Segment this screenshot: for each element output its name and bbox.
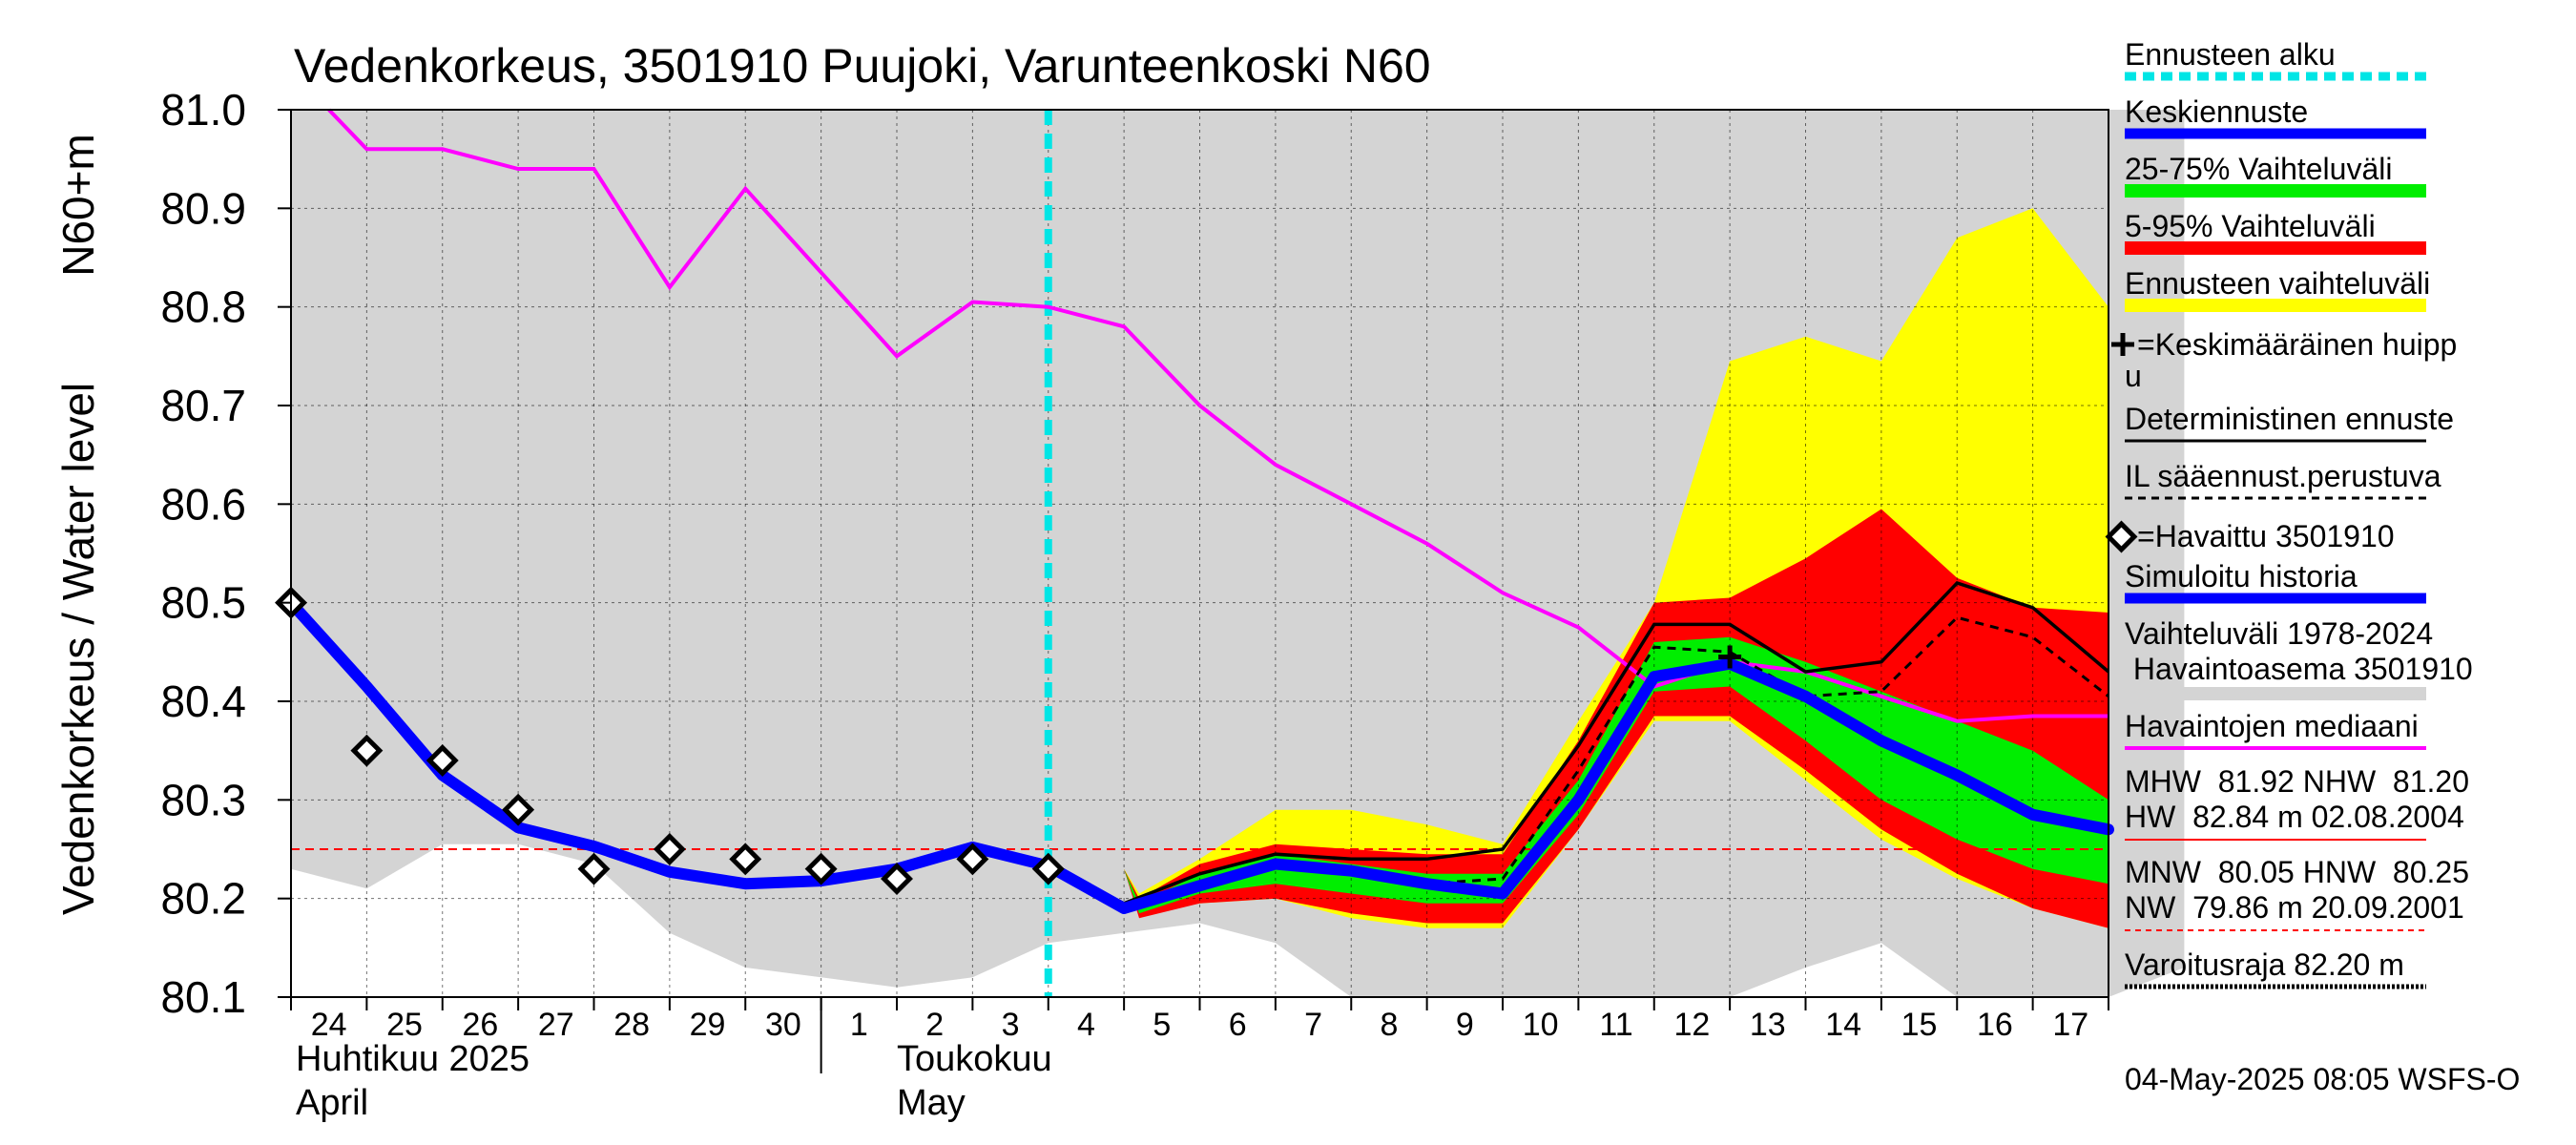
history-range-band [291,110,2185,997]
x-tick-label: 6 [1229,1007,1247,1043]
observed-marker [350,734,384,767]
grid-lines [291,110,2109,997]
observed-marker [653,833,686,865]
y-tick-label: 80.1 [160,972,246,1022]
x-tick-label: 4 [1077,1007,1095,1043]
legend-range-5-95: 5-95% Vaihteluväli [2125,209,2376,243]
month-label-april-en: April [296,1083,368,1123]
y-tick-label: 80.6 [160,479,246,529]
legend-nw-line: NW 79.86 m 20.09.2001 [2125,890,2464,925]
y-tick-label: 80.4 [160,677,246,726]
x-tick-label: 16 [1977,1007,2013,1043]
y-tick-label: 80.2 [160,874,246,924]
x-tick-label: 26 [463,1007,499,1043]
observed-marker [956,843,989,876]
legend-mean-peak: =Keskimääräinen huipp [2137,327,2457,362]
series-lines [285,108,2114,997]
chart-title: Vedenkorkeus, 3501910 Puujoki, Varunteen… [294,39,1431,93]
x-tick-label: 1 [850,1007,868,1043]
month-label-may-fi: Toukokuu [897,1039,1052,1079]
y-axis-ticks: 80.1 80.2 80.3 80.4 80.5 80.6 80.7 80.8 80.9 81.0 [160,85,291,1022]
x-tick-label: 25 [386,1007,423,1043]
x-tick-label: 12 [1674,1007,1711,1043]
legend-hw-line: HW 82.84 m 02.08.2004 [2125,800,2464,834]
legend-mhw-line: MHW 81.92 NHW 81.20 [2125,764,2469,799]
observed-marker [426,744,459,777]
observed-marker [502,793,535,826]
x-tick-label: 30 [765,1007,801,1043]
x-tick-label: 29 [690,1007,726,1043]
observed-marker [577,852,611,885]
y-tick-label: 80.8 [160,282,246,332]
x-tick-label: 17 [2052,1007,2088,1043]
series-mean-forecast [285,596,2114,914]
legend-range-history-2: Havaintoasema 3501910 [2125,652,2473,686]
timestamp: 04-May-2025 08:05 WSFS-O [2125,1062,2520,1096]
legend-il-based: IL sääennust.perustuva [2125,459,2441,493]
x-axis-ticks: 24 25 26 27 28 29 30 1 2 3 4 5 6 7 8 9 10 11 12 13 14 15 16 17 [290,997,2109,1073]
observed-markers [275,586,1742,895]
x-tick-label: 11 [1599,1007,1632,1043]
legend-mean-peak-cont: u [2125,359,2142,393]
legend-warning: Varoitusraja 82.20 m [2125,947,2404,982]
legend-simulated-history: Simuloitu historia [2125,559,2358,593]
x-tick-label: 10 [1523,1007,1559,1043]
x-tick-label: 28 [613,1007,650,1043]
x-tick-label: 9 [1456,1007,1474,1043]
y-tick-label: 81.0 [160,85,246,135]
x-tick-label: 8 [1380,1007,1398,1043]
legend-mean-peak-marker [2111,333,2134,356]
observed-marker [729,843,762,876]
legend-mnw-line: MNW 80.05 HNW 80.25 [2125,855,2469,889]
y-tick-label: 80.5 [160,578,246,628]
y-axis-label-secondary: Vedenkorkeus / Water level [53,383,103,915]
x-tick-label: 5 [1153,1007,1171,1043]
y-tick-label: 80.9 [160,183,246,233]
plot-area [275,108,2185,998]
x-tick-label: 7 [1304,1007,1322,1043]
legend-forecast-start: Ennusteen alku [2125,37,2336,72]
x-tick-label: 2 [925,1007,944,1043]
legend-observed-marker [2105,520,2138,553]
legend-range-history-1: Vaihteluväli 1978-2024 [2125,616,2433,651]
x-tick-label: 27 [538,1007,574,1043]
forecast-25-75-band [1124,636,2109,914]
x-tick-label: 14 [1825,1007,1861,1043]
series-deterministic-forecast [1048,580,2110,906]
legend: Ennusteen alku Keskiennuste 25-75% Vaiht… [2105,37,2473,989]
x-tick-label: 13 [1750,1007,1786,1043]
y-axis-label-primary: N60+m [53,134,103,277]
legend-range-25-75: 25-75% Vaihteluväli [2125,152,2392,186]
x-tick-label: 15 [1901,1007,1938,1043]
forecast-bands [291,110,2185,997]
legend-mean-forecast: Keskiennuste [2125,94,2308,129]
observed-marker [1031,852,1065,885]
legend-obs-median: Havaintojen mediaani [2125,709,2419,743]
legend-deterministic: Deterministinen ennuste [2125,402,2454,436]
month-label-may-en: May [897,1083,966,1123]
legend-observed: =Havaittu 3501910 [2137,519,2395,553]
x-tick-label: 24 [311,1007,347,1043]
y-tick-label: 80.3 [160,775,246,824]
observed-marker [804,852,838,885]
month-label-april-fi: Huhtikuu 2025 [296,1039,530,1079]
x-tick-label: 3 [1002,1007,1020,1043]
legend-forecast-range: Ennusteen vaihteluväli [2125,266,2430,301]
observed-marker [881,863,913,895]
y-tick-label: 80.7 [160,381,246,430]
